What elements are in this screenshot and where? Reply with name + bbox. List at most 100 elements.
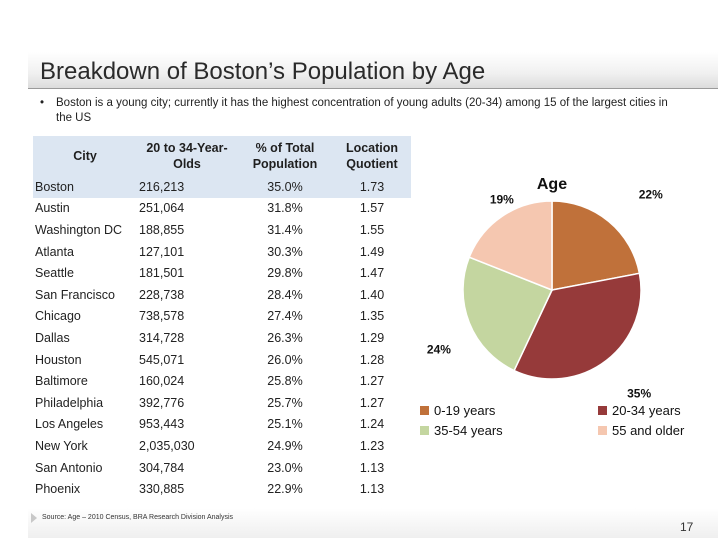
pie-slice-35-54-years	[462, 256, 554, 372]
cell-city: Houston	[35, 352, 82, 367]
pie-slice-labels: 22% 35% 24% 19%	[427, 187, 663, 400]
legend-label: 20-34 years	[612, 403, 681, 418]
cell-pct-total: 27.4%	[267, 309, 303, 324]
table-row: Washington DC 188,855 31.4% 1.55	[33, 219, 411, 241]
cell-pct-total: 24.9%	[267, 438, 303, 453]
cell-city: Austin	[35, 201, 70, 216]
cell-location-quotient: 1.47	[359, 266, 385, 281]
table-row: Seattle 181,501 29.8% 1.47	[33, 262, 411, 284]
legend-swatch	[598, 426, 607, 435]
table-header-row: City 20 to 34-Year-Olds % of Total Popul…	[33, 136, 411, 176]
cell-location-quotient: 1.23	[359, 438, 385, 453]
cell-20-34: 2,035,030	[139, 438, 195, 453]
bullet-text: Boston is a young city; currently it has…	[56, 97, 668, 124]
title-band	[28, 52, 718, 89]
pie-slice-0-19-years	[551, 200, 641, 291]
pie-slice-55-and-older	[468, 200, 553, 292]
cell-city: Atlanta	[35, 244, 74, 259]
cell-pct-total: 31.8%	[267, 201, 303, 216]
footer-band	[28, 508, 718, 538]
cell-location-quotient: 1.35	[359, 309, 385, 324]
cell-pct-total: 35.0%	[237, 176, 333, 198]
cell-20-34: 738,578	[139, 309, 185, 324]
pie-data-label: 19%	[490, 193, 514, 207]
cell-pct-total: 26.0%	[267, 352, 303, 367]
cell-location-quotient: 1.49	[359, 244, 385, 259]
page-number: 17	[680, 520, 694, 534]
table-row: Boston 216,213 35.0% 1.73	[33, 176, 411, 198]
cell-pct-total: 31.4%	[267, 222, 303, 237]
cell-pct-total: 25.8%	[267, 374, 303, 389]
table-row: Atlanta 127,101 30.3% 1.49	[33, 241, 411, 263]
table-row: Baltimore 160,024 25.8% 1.27	[33, 370, 411, 392]
table-row: San Antonio 304,784 23.0% 1.13	[33, 457, 411, 479]
cell-pct-total: 30.3%	[267, 244, 303, 259]
cell-location-quotient: 1.24	[359, 417, 385, 432]
cell-20-34: 216,213	[137, 176, 237, 198]
header-city: City	[33, 136, 137, 176]
population-table: City 20 to 34-Year-Olds % of Total Popul…	[33, 136, 411, 500]
slide-title: Breakdown of Boston’s Population by Age	[40, 58, 486, 85]
cell-city: New York	[35, 438, 88, 453]
cell-20-34: 160,024	[139, 374, 185, 389]
cell-location-quotient: 1.40	[359, 287, 385, 302]
cell-city: Boston	[33, 176, 137, 198]
header-pct-total: % of Total Population	[237, 136, 333, 176]
pie-data-label: 22%	[639, 187, 663, 201]
legend-swatch	[420, 426, 429, 435]
table-row: Houston 545,071 26.0% 1.28	[33, 349, 411, 371]
cell-20-34: 251,064	[139, 201, 185, 216]
bullet-point: • Boston is a young city; currently it h…	[40, 96, 680, 126]
cell-pct-total: 25.7%	[267, 395, 303, 410]
cell-city: Philadelphia	[35, 395, 104, 410]
bullet-marker: •	[40, 97, 45, 109]
cell-location-quotient: 1.29	[359, 330, 385, 345]
cell-pct-total: 26.3%	[267, 330, 303, 345]
table-row: Los Angeles 953,443 25.1% 1.24	[33, 414, 411, 436]
pie-data-label: 35%	[627, 386, 651, 400]
pie-slice-20-34-years	[513, 272, 642, 380]
cell-20-34: 304,784	[139, 460, 185, 475]
cell-20-34: 228,738	[139, 287, 185, 302]
table-row: Phoenix 330,885 22.9% 1.13	[33, 478, 411, 500]
cell-pct-total: 29.8%	[267, 266, 303, 281]
cell-location-quotient: 1.55	[359, 222, 385, 237]
cell-20-34: 181,501	[139, 266, 185, 281]
legend-label: 35-54 years	[434, 423, 503, 438]
legend-label: 55 and older	[612, 423, 685, 438]
age-pie-chart: Age 22% 35% 24% 19% 0-19 years 20-34 years 35…	[420, 176, 685, 438]
cell-city: Chicago	[35, 309, 81, 324]
table-row: New York 2,035,030 24.9% 1.23	[33, 435, 411, 457]
table-row: Austin 251,064 31.8% 1.57	[33, 198, 411, 220]
cell-city: Dallas	[35, 330, 70, 345]
cell-city: Baltimore	[35, 374, 88, 389]
chart-legend: 0-19 years 20-34 years 35-54 years 55 and o…	[420, 403, 685, 438]
cell-city: Seattle	[35, 266, 74, 281]
footer-arrow-icon	[31, 513, 37, 523]
pie-slices	[462, 200, 642, 380]
cell-20-34: 330,885	[139, 482, 185, 497]
cell-pct-total: 25.1%	[267, 417, 303, 432]
cell-20-34: 392,776	[139, 395, 185, 410]
cell-location-quotient: 1.27	[359, 395, 385, 410]
legend-label: 0-19 years	[434, 403, 496, 418]
cell-city: Washington DC	[35, 222, 123, 237]
table-body: Boston 216,213 35.0% 1.73 Austin 251,064 31.8%…	[33, 176, 411, 500]
header-location-quotient: Location Quotient	[333, 136, 411, 176]
cell-pct-total: 22.9%	[267, 482, 303, 497]
cell-city: Phoenix	[35, 482, 81, 497]
cell-city: San Antonio	[35, 460, 103, 475]
cell-20-34: 314,728	[139, 330, 185, 345]
cell-20-34: 545,071	[139, 352, 185, 367]
cell-location-quotient: 1.28	[359, 352, 385, 367]
cell-pct-total: 28.4%	[267, 287, 303, 302]
header-20-34: 20 to 34-Year-Olds	[137, 136, 237, 176]
cell-city: Los Angeles	[35, 417, 104, 432]
cell-pct-total: 23.0%	[267, 460, 303, 475]
cell-20-34: 953,443	[139, 417, 185, 432]
chart-title: Age	[537, 176, 567, 193]
table-row: Philadelphia 392,776 25.7% 1.27	[33, 392, 411, 414]
cell-location-quotient: 1.57	[359, 201, 385, 216]
legend-swatch	[598, 406, 607, 415]
cell-location-quotient: 1.27	[359, 374, 385, 389]
